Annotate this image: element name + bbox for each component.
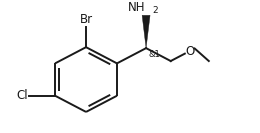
Text: NH: NH: [128, 1, 146, 14]
Text: &1: &1: [148, 50, 160, 59]
Text: O: O: [185, 45, 194, 58]
Text: Cl: Cl: [17, 89, 28, 102]
Polygon shape: [142, 15, 150, 48]
Text: Br: Br: [80, 13, 93, 26]
Text: 2: 2: [153, 6, 158, 15]
